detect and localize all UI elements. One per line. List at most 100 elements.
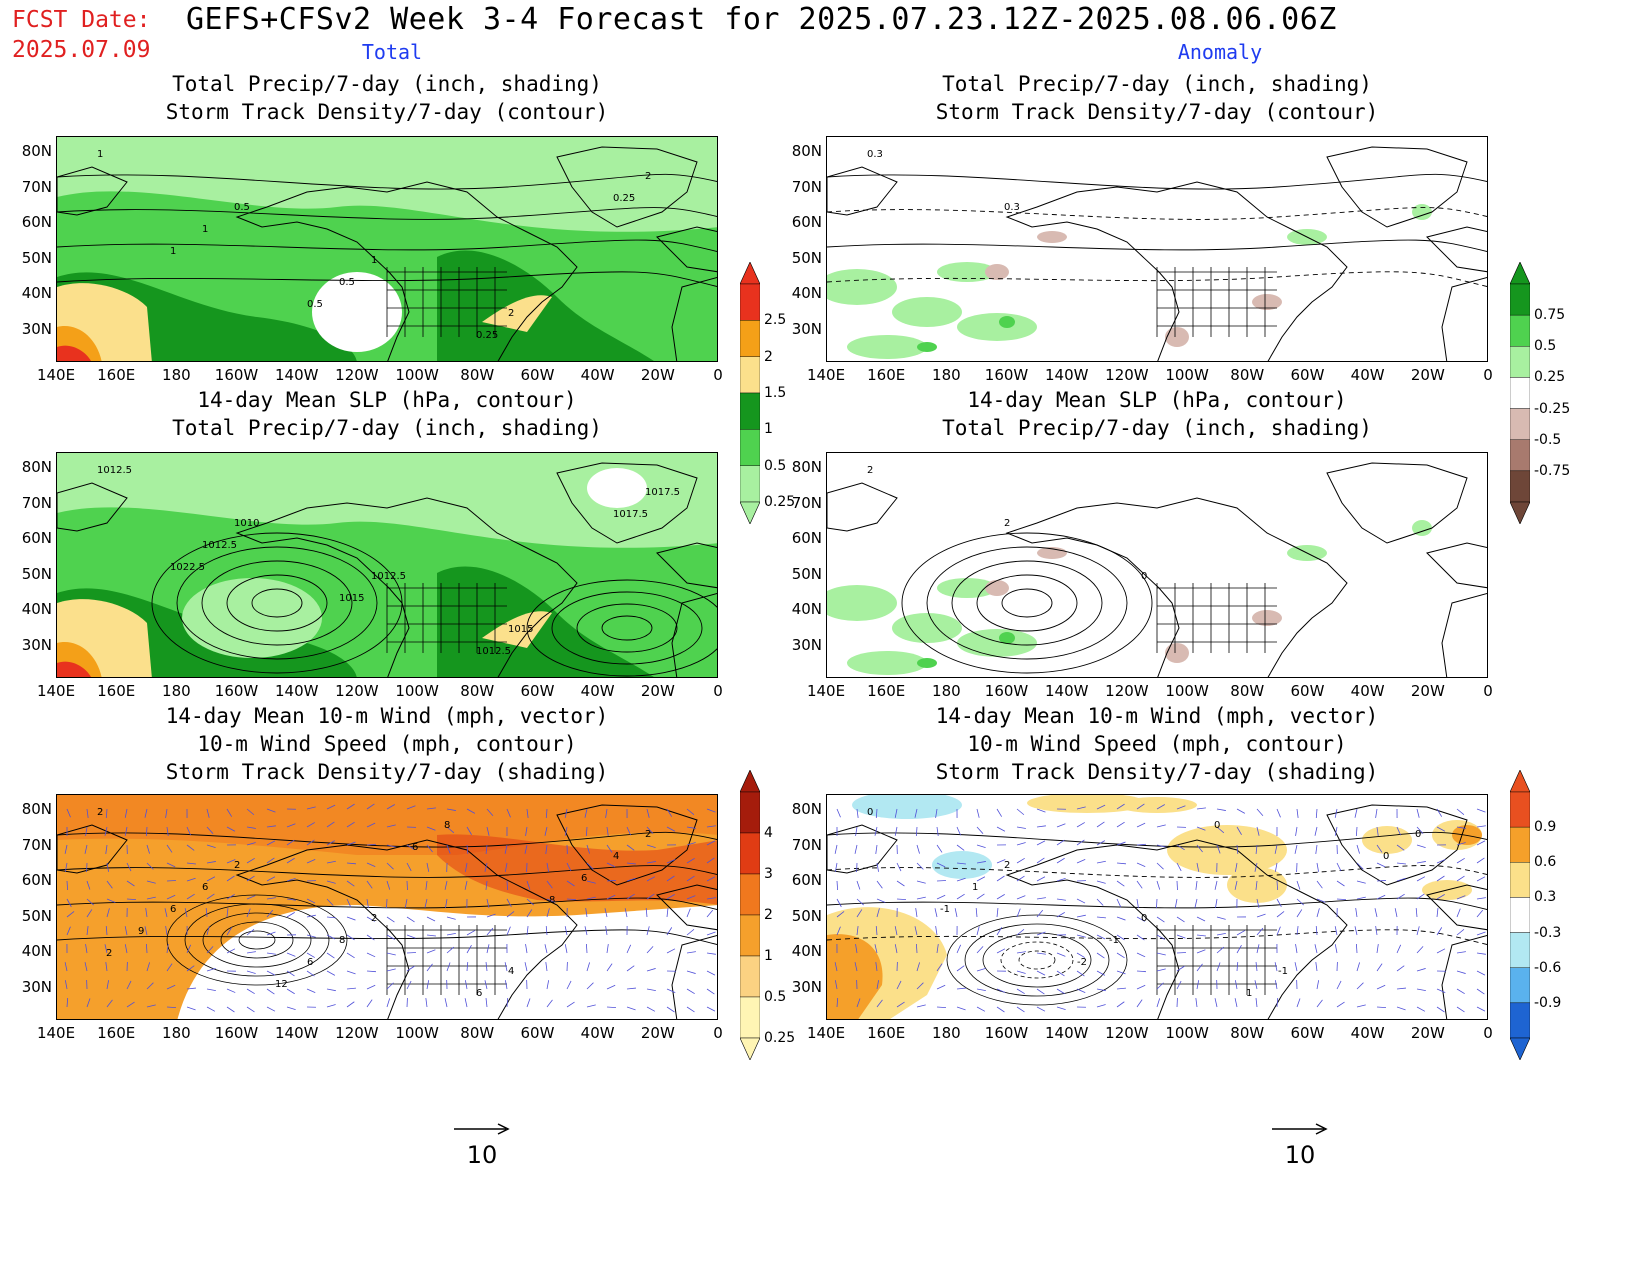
column-header-total: Total bbox=[361, 40, 423, 64]
lon-tick-label: 0 bbox=[1483, 366, 1493, 384]
panel-3-title-line2: Total Precip/7-day (inch, shading) bbox=[172, 416, 602, 440]
lon-tick-label: 180 bbox=[162, 366, 191, 384]
lon-tick-label: 100W bbox=[395, 366, 439, 384]
lon-tick-label: 180 bbox=[162, 1024, 191, 1042]
lon-tick-label: 160W bbox=[984, 682, 1029, 700]
lat-tick-label: 30N bbox=[21, 977, 52, 996]
lon-tick-label: 20W bbox=[640, 682, 675, 700]
lon-tick-label: 140E bbox=[806, 1024, 846, 1042]
contour-label: 1012.5 bbox=[202, 540, 237, 551]
contour-label: 9 bbox=[138, 926, 144, 937]
lat-tick-label: 30N bbox=[791, 977, 822, 996]
lon-tick-label: 140W bbox=[1044, 682, 1089, 700]
lon-tick-label: 160E bbox=[867, 1024, 906, 1042]
lon-tick-label: 160W bbox=[984, 1024, 1029, 1042]
panel-5-title-line2: 10-m Wind Speed (mph, contour) bbox=[197, 732, 577, 756]
contour-label: 0 bbox=[867, 807, 873, 818]
lon-tick-label: 20W bbox=[640, 1024, 675, 1042]
contour-label: 1017.5 bbox=[613, 509, 648, 520]
map-canvas: 0.3 0.3 bbox=[827, 137, 1487, 361]
panel-2-title: Total Precip/7-day (inch, shading) Storm… bbox=[826, 70, 1488, 126]
contour-label: 1 bbox=[97, 149, 103, 160]
colorbar-label: -0.75 bbox=[1534, 462, 1571, 479]
lat-tick-label: 40N bbox=[791, 942, 822, 960]
contour-label: 1 bbox=[1246, 988, 1252, 999]
lon-tick-label: 180 bbox=[932, 1024, 961, 1042]
lon-tick-label: 60W bbox=[1290, 1024, 1325, 1042]
contour-label: 0.5 bbox=[307, 299, 323, 310]
lat-tick-label: 80N bbox=[791, 458, 822, 476]
lon-tick-label: 160W bbox=[214, 366, 259, 384]
contour-label: 2 bbox=[234, 860, 240, 871]
contour-label: 6 bbox=[476, 988, 482, 999]
contour-label: 2 bbox=[371, 913, 377, 924]
column-header-anomaly: Anomaly bbox=[1177, 40, 1263, 64]
panel-6-title: 14-day Mean 10-m Wind (mph, vector) 10-m… bbox=[826, 702, 1488, 786]
lon-tick-label: 180 bbox=[162, 682, 191, 700]
map-panel-anom-wind-storm: 0 2 0 -1 0 1 -1 1 0 -1 -2 0 bbox=[826, 794, 1488, 1020]
contour-label: -1 bbox=[1109, 935, 1119, 946]
contour-label: 6 bbox=[581, 873, 587, 884]
lat-tick-label: 70N bbox=[791, 493, 822, 512]
lon-tick-label: 20W bbox=[1410, 682, 1445, 700]
contour-label: 8 bbox=[339, 935, 345, 946]
lon-tick-label: 0 bbox=[713, 682, 723, 700]
contour-label: 1015 bbox=[339, 593, 364, 604]
panel-6-title-line3: Storm Track Density/7-day (shading) bbox=[935, 760, 1379, 784]
lon-tick-label: 20W bbox=[1410, 1024, 1445, 1042]
lat-tick-label: 50N bbox=[21, 248, 52, 267]
lat-tick-label: 70N bbox=[21, 493, 52, 512]
contour-label: 0.25 bbox=[476, 330, 498, 341]
lon-tick-label: 160E bbox=[97, 1024, 136, 1042]
lon-tick-label: 0 bbox=[713, 1024, 723, 1042]
lat-tick-label: 60N bbox=[791, 529, 822, 547]
contour-label: 1022.5 bbox=[170, 562, 205, 573]
lon-tick-label: 60W bbox=[520, 682, 555, 700]
lon-tick-label: 140E bbox=[36, 366, 76, 384]
panel-1-title: Total Precip/7-day (inch, shading) Storm… bbox=[56, 70, 718, 126]
contour-label: 2 bbox=[645, 829, 651, 840]
lon-tick-label: 140W bbox=[274, 366, 319, 384]
lon-tick-label: 40W bbox=[1350, 366, 1385, 384]
contour-label: 0.5 bbox=[234, 202, 250, 213]
lon-tick-label: 40W bbox=[1350, 1024, 1385, 1042]
contour-label: 0 bbox=[1415, 829, 1421, 840]
lon-tick-label: 160W bbox=[214, 682, 259, 700]
colorbar-precip-total: 2.5 2 1.5 1 0.5 0.25 bbox=[739, 261, 795, 525]
contour-label: 0.3 bbox=[1004, 202, 1020, 213]
panel-2-title-line2: Storm Track Density/7-day (contour) bbox=[935, 100, 1379, 124]
panel-3-title: 14-day Mean SLP (hPa, contour) Total Pre… bbox=[56, 386, 718, 442]
contour-label: 1015 bbox=[508, 624, 533, 635]
map-canvas: 1 0.5 1 2 2 1 0.5 0.25 0.25 1 0.5 bbox=[57, 137, 717, 361]
contour-label: 6 bbox=[412, 842, 418, 853]
lon-tick-label: 160E bbox=[867, 366, 906, 384]
lat-tick-label: 50N bbox=[791, 564, 822, 583]
lon-tick-label: 160E bbox=[97, 366, 136, 384]
lon-tick-label: 140E bbox=[36, 1024, 76, 1042]
map-panel-anom-slp-precip: 2 2 0 bbox=[826, 452, 1488, 678]
colorbar-label: 0.25 bbox=[764, 1030, 796, 1046]
lon-tick-label: 80W bbox=[1230, 366, 1265, 384]
lon-tick-label: 100W bbox=[1165, 366, 1209, 384]
panel-4-title-line2: Total Precip/7-day (inch, shading) bbox=[942, 416, 1372, 440]
lat-tick-label: 60N bbox=[791, 213, 822, 231]
panel-3-title-line1: 14-day Mean SLP (hPa, contour) bbox=[197, 388, 577, 412]
contour-label: -1 bbox=[1278, 966, 1288, 977]
colorbar-graphic bbox=[739, 769, 761, 1061]
contour-label: 1010 bbox=[234, 518, 259, 529]
lat-tick-label: 40N bbox=[791, 600, 822, 618]
contour-label: 1012.5 bbox=[97, 465, 132, 476]
contour-label: 6 bbox=[202, 882, 208, 893]
map-panel-total-precip-storm: 1 0.5 1 2 2 1 0.5 0.25 0.25 1 0.5 bbox=[56, 136, 718, 362]
lat-tick-label: 80N bbox=[791, 800, 822, 818]
lon-tick-label: 0 bbox=[1483, 1024, 1493, 1042]
lon-tick-label: 40W bbox=[580, 1024, 615, 1042]
map-panel-total-slp-precip: 1012.5 1010 1012.5 1015 1017.5 1012.5 1015 1012… bbox=[56, 452, 718, 678]
lon-tick-label: 180 bbox=[932, 682, 961, 700]
contour-label: 1 bbox=[202, 224, 208, 235]
panel-2-title-line1: Total Precip/7-day (inch, shading) bbox=[942, 72, 1372, 96]
lon-tick-label: 20W bbox=[640, 366, 675, 384]
colorbar-label: 4 bbox=[764, 825, 773, 841]
colorbar-label: 3 bbox=[764, 866, 773, 882]
vector-reference-left: 10 bbox=[452, 1115, 512, 1169]
